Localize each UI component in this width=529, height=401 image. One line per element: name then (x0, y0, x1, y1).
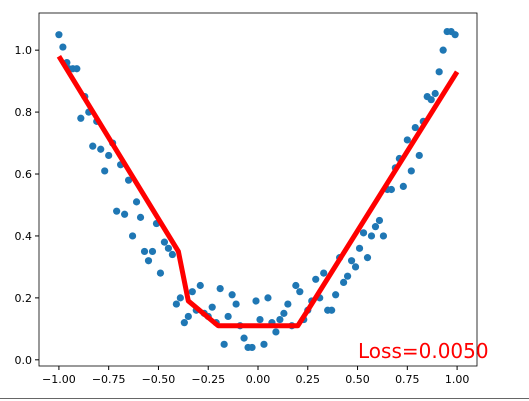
data-point (272, 328, 280, 336)
data-point (140, 247, 149, 256)
data-point (367, 232, 376, 240)
x-tick-label: −0.25 (191, 373, 225, 386)
data-point (415, 151, 423, 160)
data-point (387, 185, 395, 194)
data-point (340, 278, 348, 286)
data-point (176, 294, 184, 302)
data-point (228, 291, 236, 299)
data-point (379, 232, 388, 240)
data-point (280, 309, 288, 317)
data-point (371, 223, 380, 231)
data-point (375, 216, 384, 225)
data-point (184, 312, 192, 321)
data-point (264, 294, 272, 302)
data-point (431, 89, 439, 98)
x-tick-label: 0.25 (296, 373, 321, 386)
data-point (332, 291, 340, 299)
y-axis-ticks: 0.0 0.2 0.4 0.6 0.8 1.0 (15, 44, 39, 367)
data-point (296, 288, 304, 296)
data-point (168, 250, 176, 259)
fit-line (56, 55, 460, 329)
y-tick-label: 0.0 (15, 354, 33, 367)
data-point (77, 114, 85, 122)
data-point (232, 300, 240, 308)
data-point (216, 284, 224, 293)
data-point (451, 31, 459, 39)
x-axis-ticks: −1.00 −0.75 −0.50 −0.25 0.00 0.25 0.50 0.75 1.00 (42, 366, 469, 386)
data-point (196, 281, 204, 290)
loss-annotation: Loss=0.0050 (358, 339, 489, 363)
x-tick-label: 0.75 (395, 373, 420, 386)
y-tick-label: 0.2 (15, 292, 33, 305)
data-point (180, 319, 188, 327)
data-point (224, 312, 232, 321)
axes-frame (38, 12, 478, 367)
data-point (312, 275, 320, 283)
y-tick-label: 0.4 (15, 230, 33, 243)
data-point (256, 315, 264, 324)
data-point (188, 288, 196, 296)
data-point (240, 334, 248, 342)
data-point (148, 247, 157, 256)
data-point (328, 306, 336, 314)
bottom-rule (0, 398, 529, 399)
data-point (55, 31, 63, 39)
data-point (284, 300, 292, 308)
data-point (435, 68, 443, 76)
data-point (105, 151, 113, 160)
data-point (121, 210, 129, 218)
data-point (128, 232, 137, 240)
data-point (101, 167, 109, 175)
data-point (172, 300, 180, 308)
x-tick-label: −1.00 (42, 373, 76, 386)
data-point (427, 96, 435, 104)
data-point (248, 343, 256, 352)
data-point (399, 182, 407, 191)
data-point (347, 257, 356, 265)
plot-area (39, 13, 477, 366)
data-point (359, 229, 368, 237)
data-point (276, 315, 284, 324)
data-point (113, 207, 121, 215)
x-tick-label: 0.50 (345, 373, 370, 386)
data-point (320, 269, 328, 277)
data-point (160, 238, 169, 246)
data-point (124, 176, 133, 184)
y-tick-label: 1.0 (15, 44, 33, 57)
data-point (136, 213, 145, 221)
data-point (439, 46, 447, 54)
x-tick-label: −0.75 (92, 373, 126, 386)
data-point (73, 65, 81, 73)
data-point (144, 257, 153, 265)
y-tick-label: 0.8 (15, 106, 33, 119)
data-point (343, 272, 352, 280)
x-tick-label: 0.00 (246, 373, 271, 386)
data-point (89, 142, 97, 150)
x-tick-label: −0.50 (142, 373, 176, 386)
data-point (97, 145, 105, 153)
y-tick-label: 0.6 (15, 168, 33, 181)
data-point (351, 263, 360, 271)
data-point (220, 340, 228, 348)
data-point (156, 269, 165, 277)
data-point (59, 43, 67, 51)
data-point (407, 167, 415, 175)
data-point (403, 136, 411, 144)
data-point (132, 198, 141, 206)
x-tick-label: 1.00 (445, 373, 470, 386)
data-point (355, 244, 364, 252)
data-point (411, 123, 419, 132)
data-point (292, 281, 300, 290)
data-point (363, 254, 372, 262)
data-point (252, 297, 260, 305)
data-point (164, 244, 173, 252)
data-point (208, 303, 216, 311)
data-point (260, 340, 268, 348)
